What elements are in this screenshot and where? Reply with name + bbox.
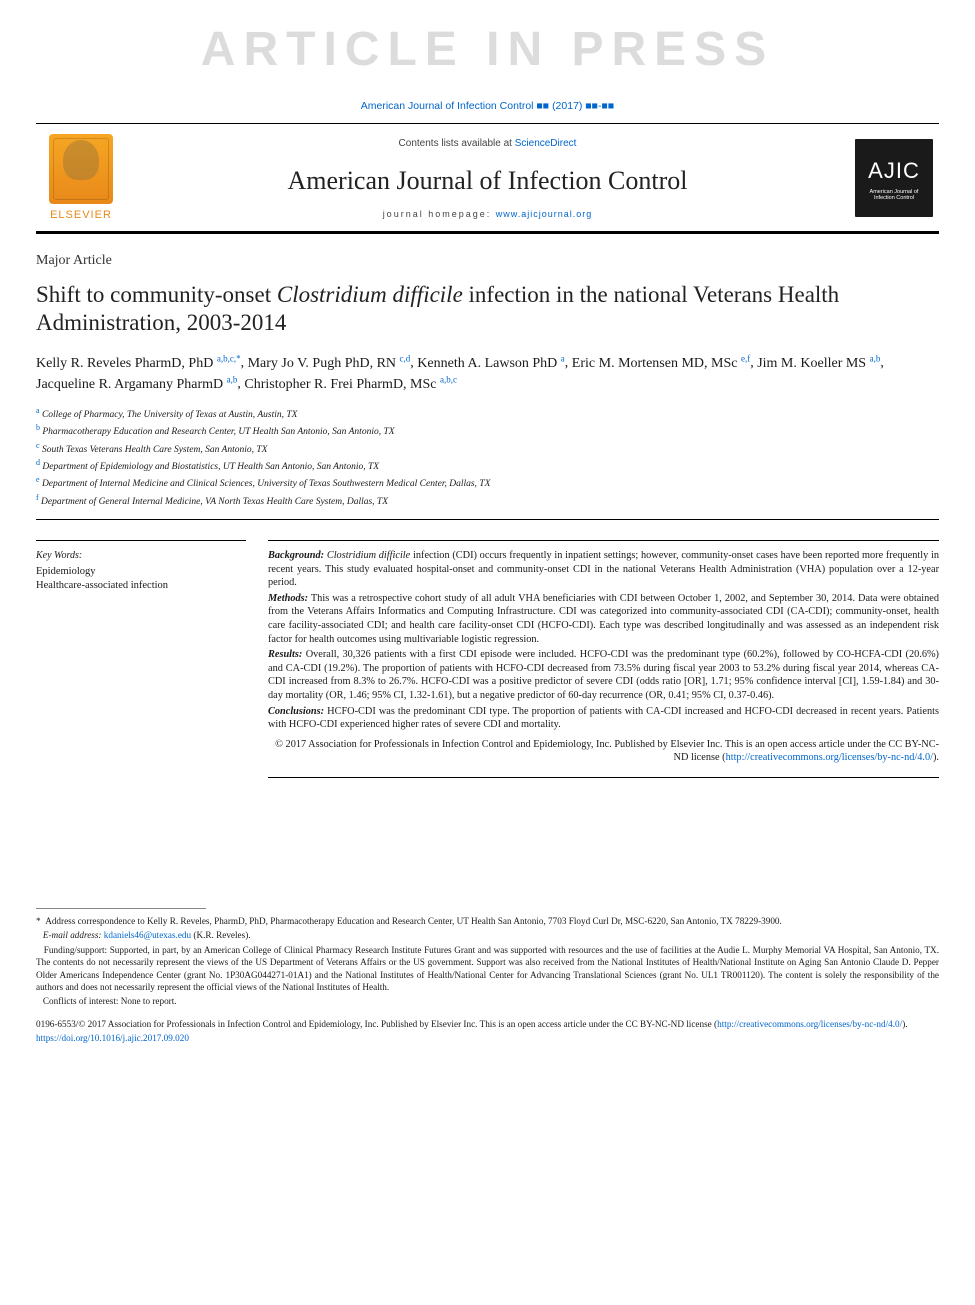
author: Eric M. Mortensen MD, MSc e,f <box>572 356 750 371</box>
elsevier-tree-icon <box>49 134 113 204</box>
sciencedirect-link[interactable]: ScienceDirect <box>515 138 577 149</box>
keywords-abstract-row: Key Words: EpidemiologyHealthcare-associ… <box>36 520 939 778</box>
methods-label: Methods: <box>268 593 308 604</box>
background-label: Background: <box>268 550 324 561</box>
ajic-logo-block: AJIC American Journal of Infection Contr… <box>849 139 939 217</box>
article-title: Shift to community-onset Clostridium dif… <box>36 271 939 353</box>
footer-divider <box>36 908 206 909</box>
keyword: Healthcare-associated infection <box>36 579 246 594</box>
contents-label: Contents lists available at <box>399 138 512 149</box>
citation-pages: ■■-■■ <box>585 100 614 112</box>
author: Kenneth A. Lawson PhD a <box>417 356 565 371</box>
author-aff-link[interactable]: e,f <box>741 353 750 363</box>
title-pre: Shift to community-onset <box>36 282 277 307</box>
conflicts-text: Conflicts of interest: None to report. <box>43 996 177 1006</box>
author: Kelly R. Reveles PharmD, PhD a,b,c,* <box>36 356 241 371</box>
author-aff-link[interactable]: a,b <box>227 374 238 384</box>
article-type: Major Article <box>36 252 939 271</box>
elsevier-label: ELSEVIER <box>50 208 112 223</box>
author-aff-link[interactable]: c,d <box>400 353 411 363</box>
cc-license-link[interactable]: http://creativecommons.org/licenses/by-n… <box>726 752 933 763</box>
ajic-logo-small: American Journal of Infection Control <box>855 189 933 201</box>
keywords-list: EpidemiologyHealthcare-associated infect… <box>36 563 246 594</box>
issn-end: ). <box>902 1019 907 1029</box>
copyright-end: ). <box>933 752 939 763</box>
author-aff-link[interactable]: a,b,c, <box>217 353 236 363</box>
affiliation: a College of Pharmacy, The University of… <box>36 405 939 422</box>
citation-journal: American Journal of Infection Control <box>361 100 534 112</box>
author-aff-link[interactable]: a,b,c <box>440 374 457 384</box>
citation-year: (2017) <box>552 100 582 112</box>
author-aff-link[interactable]: a,b <box>870 353 881 363</box>
title-species: Clostridium difficile <box>277 282 463 307</box>
results-text: Overall, 30,326 patients with a first CD… <box>268 649 939 701</box>
correspondence-text: Address correspondence to Kelly R. Revel… <box>45 916 782 926</box>
affiliation: e Department of Internal Medicine and Cl… <box>36 474 939 491</box>
author: Jim M. Koeller MS a,b <box>757 356 880 371</box>
affiliation-list: a College of Pharmacy, The University of… <box>36 395 939 519</box>
ajic-logo-big: AJIC <box>868 156 920 186</box>
keywords-column: Key Words: EpidemiologyHealthcare-associ… <box>36 540 246 778</box>
homepage-line: journal homepage: www.ajicjournal.org <box>126 208 849 220</box>
author: Jacqueline R. Argamany PharmD a,b <box>36 377 237 392</box>
email-label: E-mail address: <box>43 930 102 940</box>
journal-name: American Journal of Infection Control <box>126 151 849 208</box>
elsevier-block: ELSEVIER <box>36 134 126 223</box>
affiliation: d Department of Epidemiology and Biostat… <box>36 457 939 474</box>
article-body: Major Article Shift to community-onset C… <box>0 234 975 778</box>
contents-line: Contents lists available at ScienceDirec… <box>126 137 849 151</box>
footer-block: * Address correspondence to Kelly R. Rev… <box>0 778 975 1045</box>
funding-text: Funding/support: Supported, in part, by … <box>36 945 939 992</box>
affiliation: c South Texas Veterans Health Care Syste… <box>36 440 939 457</box>
masthead: ELSEVIER Contents lists available at Sci… <box>36 123 939 234</box>
doi-link[interactable]: https://doi.org/10.1016/j.ajic.2017.09.0… <box>36 1033 189 1043</box>
citation-line: American Journal of Infection Control ■■… <box>0 95 975 123</box>
keywords-heading: Key Words: <box>36 549 246 563</box>
conclusions-text: HCFO-CDI was the predominant CDI type. T… <box>268 706 939 731</box>
conclusions-label: Conclusions: <box>268 706 324 717</box>
watermark-banner: ARTICLE IN PRESS <box>0 0 975 95</box>
author-list: Kelly R. Reveles PharmD, PhD a,b,c,*, Ma… <box>36 352 939 395</box>
issn-text: 0196-6553/© 2017 Association for Profess… <box>36 1019 717 1029</box>
author-aff-link[interactable]: a <box>561 353 565 363</box>
author: Christopher R. Frei PharmD, MSc a,b,c <box>244 377 457 392</box>
methods-text: This was a retrospective cohort study of… <box>268 593 939 645</box>
author: Mary Jo V. Pugh PhD, RN c,d <box>248 356 411 371</box>
homepage-label: journal homepage: <box>383 209 492 219</box>
issn-cc-link[interactable]: http://creativecommons.org/licenses/by-n… <box>717 1019 902 1029</box>
email-link[interactable]: kdaniels46@utexas.edu <box>104 930 191 940</box>
results-label: Results: <box>268 649 302 660</box>
email-paren: (K.R. Reveles). <box>193 930 250 940</box>
issn-line: 0196-6553/© 2017 Association for Profess… <box>36 1018 939 1030</box>
ajic-logo-icon: AJIC American Journal of Infection Contr… <box>855 139 933 217</box>
homepage-link[interactable]: www.ajicjournal.org <box>496 209 593 219</box>
affiliation: f Department of General Internal Medicin… <box>36 492 939 509</box>
corr-star: * <box>36 916 41 926</box>
keyword: Epidemiology <box>36 565 246 580</box>
copyright-line: © 2017 Association for Professionals in … <box>268 734 939 765</box>
abstract-column: Background: Clostridium difficile infect… <box>268 540 939 778</box>
affiliation: b Pharmacotherapy Education and Research… <box>36 422 939 439</box>
masthead-center: Contents lists available at ScienceDirec… <box>126 137 849 220</box>
